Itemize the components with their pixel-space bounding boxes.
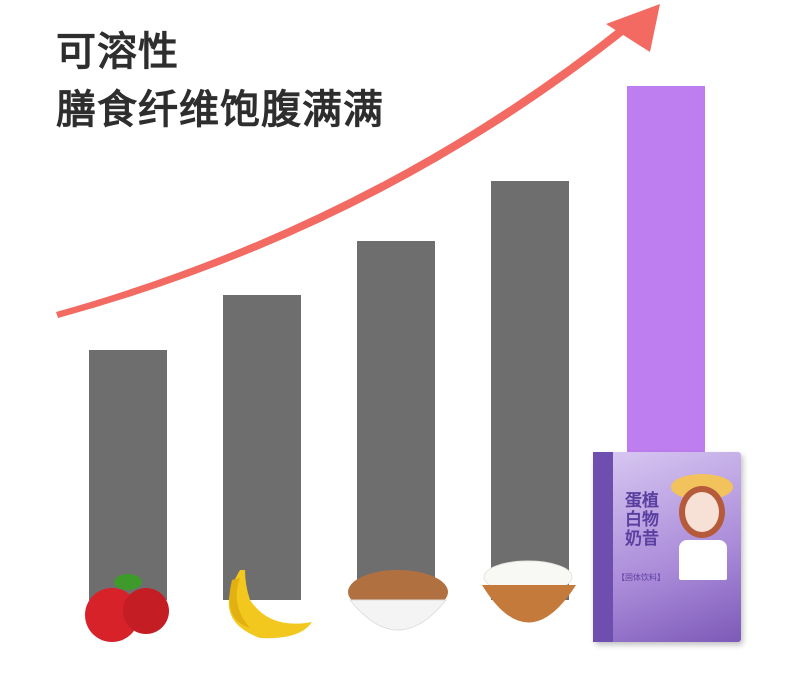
product-name-line: 蛋植 [625, 491, 659, 511]
product-box: 蛋植 白物 奶昔 【固体饮料】 [593, 452, 741, 642]
headline-line2: 膳食纤维饱腹满满 [56, 87, 384, 133]
bar-apple [89, 350, 167, 600]
wooden-bowl-icon [482, 585, 576, 623]
bowl-icon [348, 599, 448, 631]
trend-arrow-head [606, 4, 660, 52]
product-name: 蛋植 白物 奶昔 [619, 492, 665, 549]
bar-rice [491, 181, 569, 600]
headline-line1: 可溶性 [56, 29, 179, 75]
bar-banana [223, 295, 301, 600]
product-type: 【固体饮料】 [617, 573, 665, 582]
banana-icon [228, 570, 312, 639]
apple-leaf-icon [114, 574, 142, 590]
product-name-line: 奶昔 [625, 529, 659, 549]
girl-illustration [685, 492, 719, 532]
bar-nuts [357, 241, 435, 600]
banana-icon [229, 578, 250, 628]
apple-icon [123, 588, 169, 634]
shirt-illustration [679, 540, 727, 580]
product-name-line: 白物 [625, 510, 659, 530]
box-side [593, 452, 613, 642]
